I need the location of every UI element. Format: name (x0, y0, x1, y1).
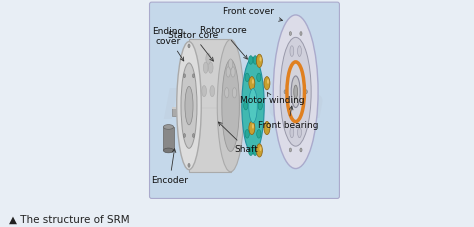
Text: Encoder: Encoder (151, 149, 188, 185)
Ellipse shape (206, 53, 210, 64)
Ellipse shape (245, 73, 249, 82)
Text: Stator core: Stator core (168, 31, 219, 61)
Ellipse shape (252, 79, 254, 84)
Ellipse shape (245, 130, 249, 138)
Ellipse shape (257, 73, 261, 82)
Ellipse shape (300, 148, 302, 152)
Ellipse shape (249, 56, 253, 64)
Ellipse shape (225, 88, 229, 98)
Ellipse shape (259, 146, 262, 151)
Ellipse shape (287, 62, 304, 122)
Ellipse shape (244, 101, 248, 110)
Text: Rotor core: Rotor core (200, 26, 247, 59)
Text: Ending
cover: Ending cover (152, 27, 184, 61)
Ellipse shape (203, 62, 208, 73)
FancyBboxPatch shape (149, 2, 339, 198)
Ellipse shape (249, 89, 257, 123)
Ellipse shape (253, 56, 257, 64)
Ellipse shape (280, 37, 311, 146)
Ellipse shape (257, 130, 261, 138)
Ellipse shape (290, 46, 294, 57)
Text: Motor winding: Motor winding (240, 93, 304, 105)
Ellipse shape (284, 90, 286, 94)
Ellipse shape (192, 133, 195, 137)
Ellipse shape (210, 86, 215, 97)
Ellipse shape (253, 147, 257, 155)
Ellipse shape (290, 127, 294, 138)
Ellipse shape (164, 125, 173, 129)
FancyBboxPatch shape (172, 107, 225, 109)
Ellipse shape (228, 59, 233, 69)
Ellipse shape (305, 90, 307, 94)
Ellipse shape (202, 86, 207, 97)
Ellipse shape (164, 148, 173, 153)
FancyBboxPatch shape (164, 127, 173, 151)
Ellipse shape (300, 32, 302, 35)
Ellipse shape (249, 76, 255, 90)
Text: en: en (268, 86, 326, 128)
Ellipse shape (256, 54, 263, 67)
Ellipse shape (183, 74, 185, 78)
Ellipse shape (298, 46, 301, 57)
Ellipse shape (209, 62, 213, 73)
Text: ▲ The structure of SRM: ▲ The structure of SRM (9, 215, 130, 225)
Ellipse shape (259, 57, 262, 62)
Ellipse shape (267, 79, 269, 84)
Ellipse shape (192, 74, 195, 78)
Ellipse shape (298, 127, 301, 138)
Ellipse shape (242, 58, 264, 154)
Ellipse shape (181, 63, 197, 148)
Ellipse shape (289, 32, 292, 35)
Ellipse shape (249, 147, 253, 155)
Ellipse shape (267, 124, 269, 129)
Text: Shaft: Shaft (219, 122, 258, 154)
Ellipse shape (273, 15, 318, 169)
Ellipse shape (286, 86, 290, 97)
Text: Front bearing: Front bearing (258, 106, 319, 130)
Ellipse shape (256, 144, 263, 157)
Ellipse shape (252, 124, 254, 129)
FancyBboxPatch shape (172, 107, 225, 116)
Text: Front cover: Front cover (223, 7, 283, 21)
Ellipse shape (188, 163, 190, 167)
Ellipse shape (231, 67, 235, 77)
FancyBboxPatch shape (189, 39, 230, 172)
Ellipse shape (222, 60, 239, 151)
Ellipse shape (249, 121, 255, 135)
Ellipse shape (183, 133, 185, 137)
Text: Int: Int (162, 86, 227, 128)
Ellipse shape (226, 67, 230, 77)
Ellipse shape (301, 86, 305, 97)
Ellipse shape (258, 101, 262, 110)
Ellipse shape (177, 42, 201, 170)
Ellipse shape (188, 44, 190, 48)
Ellipse shape (289, 148, 292, 152)
Ellipse shape (291, 76, 300, 108)
Ellipse shape (232, 88, 237, 98)
Ellipse shape (264, 121, 270, 135)
Ellipse shape (217, 39, 244, 172)
Ellipse shape (185, 86, 193, 125)
Ellipse shape (294, 85, 298, 98)
Ellipse shape (264, 76, 270, 90)
